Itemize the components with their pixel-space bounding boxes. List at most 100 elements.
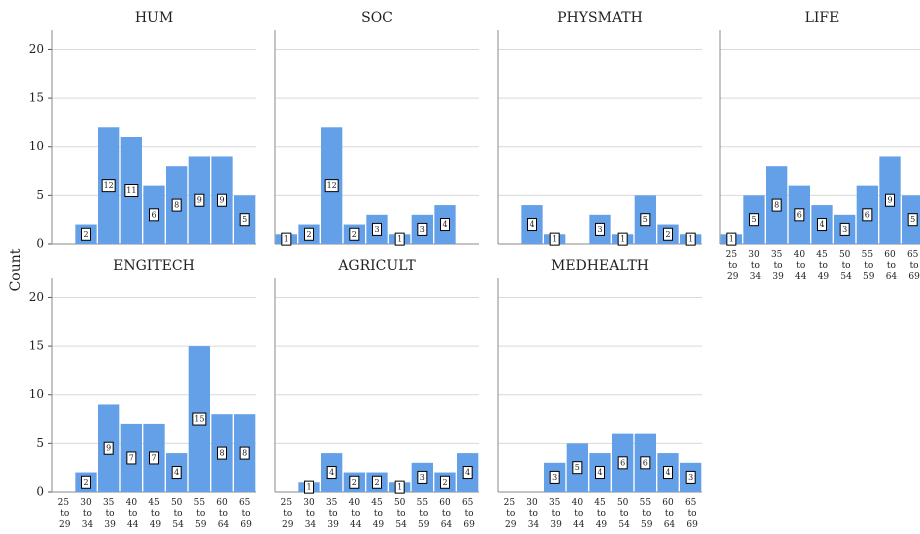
value-label: 11 — [126, 186, 136, 195]
value-label: 3 — [420, 473, 425, 482]
value-label: 2 — [306, 230, 311, 239]
value-label: 2 — [83, 478, 88, 487]
value-label-box — [304, 227, 314, 241]
x-tick-label: 50 to 54 — [170, 498, 185, 530]
value-label-box — [685, 470, 696, 484]
value-label: 4 — [442, 220, 447, 229]
value-label-box — [239, 213, 250, 227]
y-tick-label: 5 — [36, 188, 44, 202]
x-tick-label: 40 to 44 — [347, 498, 362, 530]
value-label-box — [304, 480, 314, 494]
value-label-box — [549, 470, 560, 484]
value-label-box — [326, 466, 337, 480]
x-tick-label: 25 to 29 — [279, 498, 294, 530]
value-label: 5 — [575, 463, 580, 472]
value-label-box — [372, 475, 382, 489]
value-label-box — [324, 179, 339, 193]
value-label-box — [217, 446, 227, 460]
value-label-box — [749, 213, 759, 227]
value-label: 5 — [910, 215, 915, 224]
x-tick-label: 65 to 69 — [461, 498, 476, 530]
x-tick-label: 55 to 59 — [860, 250, 875, 282]
value-label-box — [794, 208, 805, 222]
value-label-box — [171, 466, 182, 480]
value-label-box — [394, 232, 405, 246]
value-label-box — [572, 461, 583, 475]
value-label: 9 — [106, 444, 111, 453]
value-label: 8 — [242, 449, 247, 458]
x-tick-label: 35 to 39 — [548, 498, 563, 530]
panel-title: PHYSMATH — [557, 10, 643, 26]
x-tick-label: 45 to 49 — [370, 498, 385, 530]
x-tick-label: 40 to 44 — [124, 498, 139, 530]
value-label-box — [349, 227, 360, 241]
x-tick-label: 25 to 29 — [724, 250, 739, 282]
value-label-box — [462, 466, 473, 480]
value-label: 3 — [842, 225, 847, 234]
value-label: 1 — [552, 235, 557, 244]
x-tick-label: 60 to 64 — [661, 498, 676, 530]
value-label: 4 — [465, 468, 470, 477]
value-label: 3 — [552, 473, 557, 482]
y-tick-label: 15 — [29, 91, 44, 105]
value-label-box — [281, 232, 292, 246]
value-label: 4 — [329, 468, 334, 477]
y-tick-label: 20 — [29, 42, 44, 56]
y-tick-label: 10 — [29, 387, 44, 401]
value-label-box — [417, 222, 428, 236]
value-label-box — [372, 222, 382, 236]
x-tick-label: 55 to 59 — [638, 498, 653, 530]
x-tick-label: 40 to 44 — [570, 498, 585, 530]
value-label: 9 — [887, 196, 892, 205]
value-label: 6 — [643, 458, 648, 467]
value-label-box — [726, 232, 737, 246]
value-label: 4 — [819, 220, 824, 229]
value-label-box — [771, 198, 782, 212]
value-label-box — [640, 213, 651, 227]
panel-title: ENGITECH — [113, 258, 195, 274]
value-label: 12 — [327, 181, 337, 190]
value-label-box — [349, 475, 360, 489]
value-label: 4 — [174, 468, 179, 477]
x-tick-label: 45 to 49 — [593, 498, 608, 530]
value-label: 3 — [597, 225, 602, 234]
x-tick-label: 45 to 49 — [147, 498, 162, 530]
x-tick-label: 60 to 64 — [215, 498, 230, 530]
value-label: 6 — [151, 210, 156, 219]
x-tick-label: 25 to 29 — [502, 498, 517, 530]
value-label-box — [149, 451, 159, 465]
value-label: 1 — [306, 483, 311, 492]
value-label-box — [126, 451, 137, 465]
x-tick-label: 65 to 69 — [684, 498, 699, 530]
value-label: 2 — [665, 230, 670, 239]
value-label: 8 — [219, 449, 224, 458]
x-tick-label: 35 to 39 — [325, 498, 340, 530]
y-tick-label: 0 — [36, 485, 44, 499]
value-label-box — [124, 184, 139, 197]
value-label: 1 — [284, 235, 289, 244]
y-axis-label: Count — [8, 248, 24, 291]
value-label: 3 — [374, 225, 379, 234]
value-label: 1 — [397, 483, 402, 492]
panel-title: MEDHEALTH — [551, 258, 649, 274]
value-label: 3 — [420, 225, 425, 234]
panel-title: AGRICULT — [337, 258, 416, 274]
value-label: 5 — [751, 215, 756, 224]
value-label: 5 — [242, 215, 247, 224]
value-label-box — [862, 208, 873, 222]
value-label: 9 — [197, 196, 202, 205]
value-label: 2 — [83, 230, 88, 239]
value-label-box — [81, 475, 91, 489]
y-tick-label: 15 — [29, 339, 44, 353]
value-label: 5 — [643, 215, 648, 224]
value-label: 7 — [151, 453, 156, 462]
value-label-box — [527, 218, 537, 232]
value-label-box — [685, 232, 696, 246]
value-label-box — [239, 446, 250, 460]
value-label: 4 — [597, 468, 602, 477]
value-label-box — [595, 466, 605, 480]
x-tick-label: 45 to 49 — [815, 250, 830, 282]
value-label: 1 — [729, 235, 734, 244]
value-label: 15 — [194, 415, 204, 424]
